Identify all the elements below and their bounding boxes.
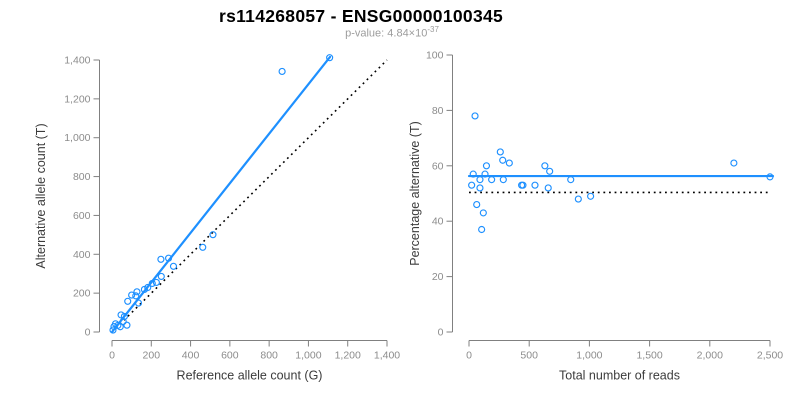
data-point (117, 311, 125, 319)
data-point (488, 176, 496, 184)
data-point (546, 167, 554, 175)
data-point (134, 299, 143, 307)
y-axis-title: Percentage alternative (T) (408, 121, 422, 266)
x-tick-label: 1,200 (335, 350, 361, 362)
y-tick-label: 80 (432, 105, 444, 117)
data-point (157, 272, 165, 281)
y-tick-label: 0 (85, 327, 91, 339)
x-tick-label: 2,500 (757, 350, 783, 362)
data-point (133, 288, 141, 296)
data-point (116, 323, 124, 331)
y-tick-label: 800 (73, 171, 91, 183)
y-tick-label: 400 (73, 249, 91, 261)
data-point (567, 176, 575, 184)
x-tick-label: 200 (143, 350, 161, 362)
data-point (574, 195, 582, 203)
fit-line (110, 55, 332, 334)
data-point (519, 181, 527, 189)
reference-line (111, 59, 388, 333)
y-tick-label: 100 (426, 50, 444, 62)
data-point (544, 184, 552, 192)
data-point (531, 181, 539, 189)
x-tick-label: 1,500 (636, 350, 662, 362)
data-point (199, 243, 207, 251)
data-point (128, 291, 136, 299)
x-axis-title: Reference allele count (G) (177, 369, 323, 383)
x-tick-label: 500 (520, 350, 538, 362)
right-plot: 0 20 40 60 80 100 0 500 1,000 1,500 2,000 2,500 Tota… (408, 50, 783, 383)
data-point (766, 173, 774, 181)
x-tick-label: 0 (466, 350, 472, 362)
left-plot: 0 200 400 600 800 1,000 1,200 1,400 0 200 400 600 80… (34, 54, 400, 383)
data-point (124, 297, 132, 305)
data-point (499, 176, 507, 184)
x-tick-label: 600 (221, 350, 239, 362)
x-tick-label: 1,000 (576, 350, 602, 362)
x-tick-label: 400 (182, 350, 200, 362)
data-point (541, 162, 549, 170)
figure-title: rs114268057 - ENSG00000100345 (218, 6, 504, 26)
x-tick-label: 1,000 (295, 350, 321, 362)
y-tick-label: 40 (432, 216, 444, 228)
data-point (132, 292, 140, 300)
data-point (157, 255, 165, 263)
pvalue-exponent: -37 (427, 25, 439, 34)
data-point (164, 254, 173, 262)
y-tick-label: 1,000 (64, 132, 90, 144)
data-point (152, 278, 160, 287)
data-point (476, 184, 484, 192)
data-point (499, 156, 507, 164)
data-point (209, 231, 217, 239)
data-point (481, 170, 489, 178)
figure-subtitle: p-value: 4.84×10-37 (345, 25, 439, 40)
y-tick-label: 1,200 (64, 93, 90, 105)
data-point (479, 209, 487, 217)
data-point (169, 262, 178, 270)
y-tick-label: 20 (432, 271, 444, 283)
y-axis-title: Alternative allele count (T) (34, 123, 48, 268)
data-point (478, 225, 486, 234)
data-point (148, 279, 156, 288)
data-point (473, 201, 481, 209)
data-point (123, 321, 131, 329)
pvalue-text: p-value: 4.84×10 (345, 27, 428, 40)
data-point (109, 326, 117, 334)
y-tick-label: 200 (73, 288, 91, 300)
y-tick-label: 60 (432, 160, 444, 172)
x-axis-title: Total number of reads (559, 369, 680, 383)
data-point (468, 181, 476, 189)
data-point (278, 67, 286, 76)
data-point (119, 317, 127, 326)
y-tick-label: 0 (438, 327, 444, 339)
x-tick-label: 800 (260, 350, 278, 362)
data-point (730, 159, 738, 167)
data-point (469, 170, 477, 178)
x-tick-label: 1,400 (374, 350, 400, 362)
data-point (505, 159, 513, 167)
y-tick-label: 600 (73, 210, 91, 222)
x-tick-label: 2,000 (697, 350, 723, 362)
data-point (120, 312, 128, 321)
x-tick-label: 0 (109, 350, 115, 362)
data-point (326, 54, 334, 62)
data-point (482, 162, 491, 170)
y-tick-label: 1,400 (64, 55, 90, 67)
data-point (144, 283, 152, 292)
data-point (471, 112, 479, 120)
data-point (587, 192, 595, 200)
data-point (476, 176, 484, 184)
data-point (496, 148, 504, 156)
